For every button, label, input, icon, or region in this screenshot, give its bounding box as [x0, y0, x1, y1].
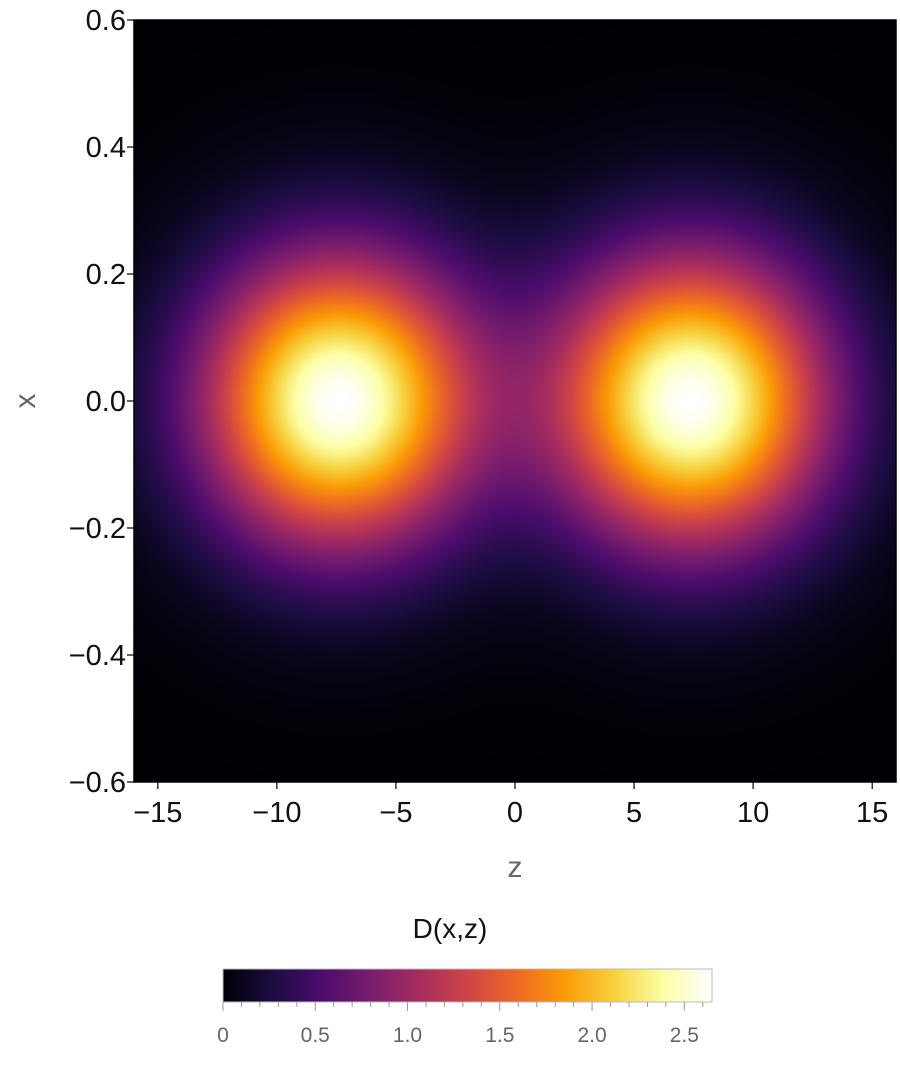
colorbar-tick-label: 1.5	[485, 1024, 514, 1047]
y-tick-label: −0.2	[69, 513, 126, 545]
colorbar-ticks: 0 0.5 1.0 1.5 2.0 2.5	[217, 1002, 704, 1047]
x-tick-label: 0	[507, 797, 523, 829]
y-axis-label: x	[9, 394, 42, 409]
colorbar-tick-label: 0	[217, 1024, 229, 1047]
colorbar: D(x,z) 0 0.5 1.0 1.5 2.0 2.5	[217, 913, 713, 1047]
plot-area	[133, 19, 897, 783]
colorbar-tick-label: 2.0	[577, 1024, 606, 1047]
x-axis-ticks: −15 −10 −5 0 5 10 15	[133, 782, 888, 829]
colorbar-gradient	[222, 968, 713, 1003]
y-tick-label: 0.6	[86, 5, 126, 37]
x-tick-label: 10	[737, 797, 769, 829]
y-tick-label: 0.4	[86, 132, 126, 164]
y-tick-label: −0.6	[69, 767, 126, 799]
colorbar-title: D(x,z)	[413, 913, 488, 944]
x-tick-label: −15	[133, 797, 182, 829]
colorbar-tick-label: 2.5	[670, 1024, 699, 1047]
x-tick-label: 5	[626, 797, 642, 829]
colorbar-tick-label: 1.0	[393, 1024, 422, 1047]
x-axis-label: z	[508, 851, 523, 884]
y-axis-ticks: 0.6 0.4 0.2 0.0 −0.2 −0.4 −0.6	[69, 5, 134, 799]
y-tick-label: 0.0	[86, 386, 126, 418]
y-tick-label: −0.4	[69, 640, 126, 672]
y-tick-label: 0.2	[86, 259, 126, 291]
x-tick-label: 15	[856, 797, 888, 829]
x-tick-label: −10	[252, 797, 301, 829]
density-heatmap	[134, 20, 896, 782]
x-tick-label: −5	[379, 797, 412, 829]
colorbar-tick-label: 0.5	[301, 1024, 330, 1047]
